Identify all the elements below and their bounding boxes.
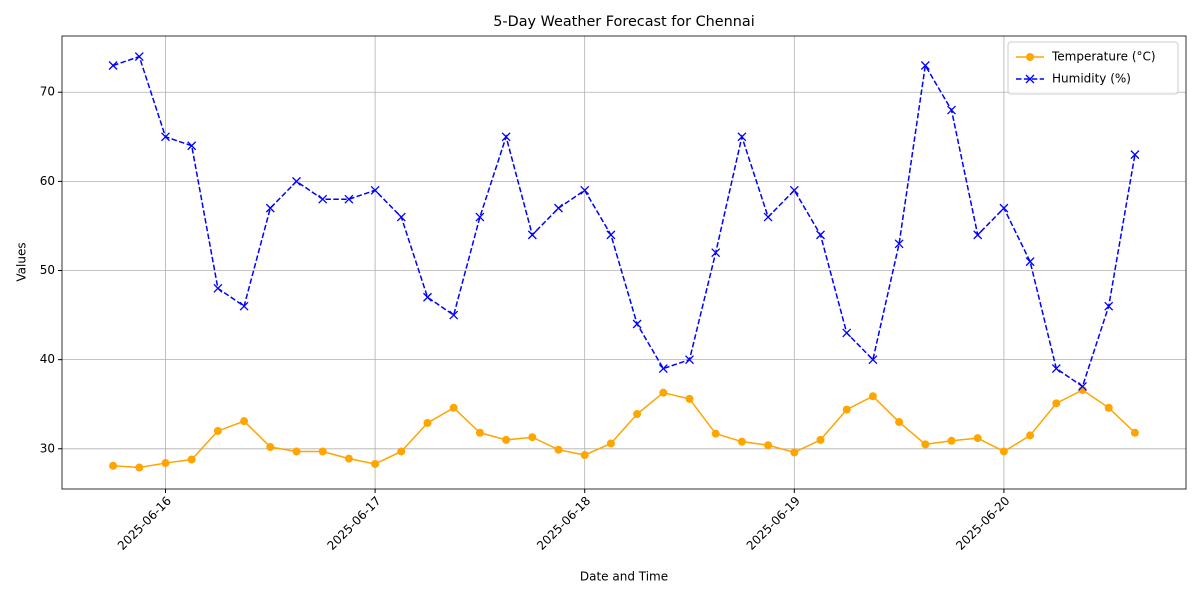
point [423,292,432,302]
point [554,203,563,213]
point [816,435,825,444]
point [344,194,354,204]
point [265,203,275,213]
point [895,418,904,427]
chart-title: 5-Day Weather Forecast for Chennai [493,14,754,30]
point [161,459,170,468]
point [1078,381,1087,391]
y-axis-label: Values [15,242,29,281]
point [449,310,459,320]
point [999,447,1008,456]
point [1026,431,1035,440]
point [606,230,616,240]
point [344,454,353,463]
point [816,230,825,240]
point [397,447,406,456]
point [135,463,144,472]
point [973,434,982,443]
point [161,132,170,142]
point [737,132,747,142]
point [632,319,642,329]
point [371,459,380,468]
point [711,248,721,258]
series-line [113,389,1136,469]
series-line [112,55,1136,388]
point [764,441,773,450]
point [999,203,1009,213]
point [868,392,877,401]
point [292,176,301,186]
point [475,212,485,222]
point [947,436,956,445]
point [947,105,956,115]
y-tick-label: 40 [40,352,55,366]
legend-marker [1025,74,1035,84]
point [633,410,642,419]
point [449,403,458,412]
point [789,185,799,195]
point [920,61,930,70]
point [711,429,720,438]
y-tick-label: 60 [40,174,55,188]
point [894,239,904,249]
point [737,437,746,446]
point [1130,150,1140,160]
point [763,212,773,222]
point [501,132,511,142]
point [842,328,852,338]
point [528,433,537,442]
plot-frame [61,35,1187,490]
point [502,435,511,444]
point [108,61,118,70]
point [266,443,275,452]
point [213,283,223,293]
point [685,355,694,365]
legend-label: Temperature (°C) [1051,50,1156,64]
point [527,230,537,240]
point [292,447,301,456]
point [423,418,432,427]
point [1025,257,1035,267]
legend-label: Humidity (%) [1052,72,1131,86]
point [790,448,799,457]
point [187,455,196,464]
point [1051,364,1061,374]
point [554,445,563,454]
point [239,301,249,311]
y-tick-label: 30 [40,441,55,455]
point [109,461,118,470]
x-axis-label: Date and Time [580,570,668,584]
point [580,451,589,460]
point [1104,403,1113,412]
point [1052,399,1061,408]
point [842,405,851,414]
y-tick-label: 50 [40,263,55,277]
point [396,212,406,222]
point [1104,301,1114,311]
point [685,394,694,403]
legend-marker [1026,53,1034,61]
point [868,355,878,365]
point [370,185,380,195]
point [659,388,668,397]
point [606,439,615,448]
point [475,428,484,437]
point [213,426,222,435]
point [318,194,328,204]
point [921,440,930,449]
point [134,52,144,62]
legend-box [1007,41,1179,95]
point [240,417,249,426]
point [580,185,590,195]
point [187,141,197,151]
y-tick-label: 70 [40,85,55,99]
point [1130,428,1139,437]
point [318,447,327,456]
point [973,230,983,240]
point [658,364,668,374]
